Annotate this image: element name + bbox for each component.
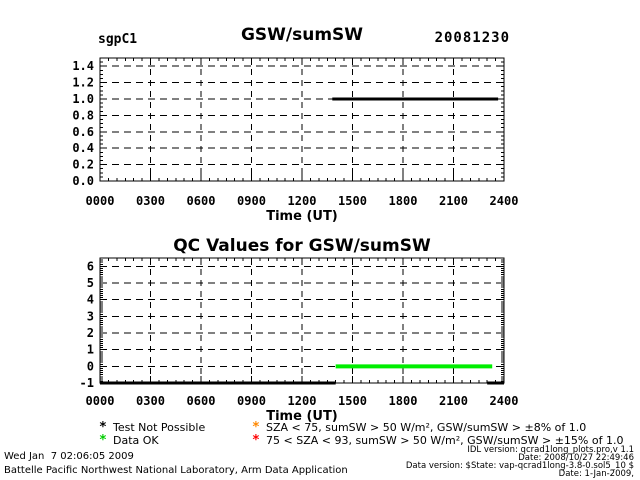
svg-text:Time (UT): Time (UT)	[266, 209, 338, 224]
data-version-line: Data version: $State: vap-qcrad1long-3.8…	[405, 461, 634, 471]
svg-text:0300: 0300	[136, 194, 165, 208]
svg-text:0.2: 0.2	[72, 158, 94, 172]
asterisk-marker-icon: *	[252, 433, 260, 448]
svg-text:1500: 1500	[338, 194, 367, 208]
svg-text:Time (UT): Time (UT)	[266, 409, 338, 424]
legend-item-sza-75-93: * 75 < SZA < 93, sumSW > 50 W/m², GSW/sum…	[252, 433, 623, 448]
version-info-block: IDL version: qcrad1long_plots.pro,v 1.1 D…	[405, 445, 634, 479]
svg-text:4: 4	[87, 293, 94, 307]
asterisk-marker-icon: *	[99, 433, 107, 448]
legend-label: Test Not Possible	[113, 421, 206, 434]
legend-label: Data OK	[113, 434, 159, 447]
site-label: sgpC1	[98, 32, 138, 47]
svg-text:3: 3	[87, 309, 94, 323]
svg-text:0900: 0900	[237, 194, 266, 208]
svg-text:1500: 1500	[338, 394, 367, 408]
svg-text:1.0: 1.0	[72, 92, 94, 106]
legend-item-test-not-possible: * Test Not Possible	[99, 420, 205, 435]
svg-text:2400: 2400	[490, 394, 519, 408]
qc-plot-title: QC Values for GSW/sumSW	[173, 236, 431, 256]
svg-text:0600: 0600	[187, 194, 216, 208]
svg-text:2100: 2100	[439, 194, 468, 208]
data-date-line: Date: 1-Jan-2009,	[558, 469, 634, 479]
svg-text:1200: 1200	[288, 194, 317, 208]
svg-text:0600: 0600	[187, 394, 216, 408]
svg-text:0900: 0900	[237, 394, 266, 408]
svg-text:-1: -1	[80, 376, 94, 390]
idl-version-line: IDL version: qcrad1long_plots.pro,v 1.1	[467, 445, 634, 455]
svg-text:2: 2	[87, 326, 94, 340]
svg-text:0000: 0000	[86, 194, 115, 208]
legend-item-data-ok: * Data OK	[99, 433, 159, 448]
svg-text:0: 0	[87, 359, 94, 373]
laboratory-label: Battelle Pacific Northwest National Labo…	[4, 465, 348, 476]
idl-date-line: Date: 2008/10/27 22:49:46	[518, 453, 634, 463]
legend-label: 75 < SZA < 93, sumSW > 50 W/m², GSW/sumS…	[266, 434, 624, 447]
svg-text:0300: 0300	[136, 394, 165, 408]
svg-text:0.8: 0.8	[72, 108, 94, 122]
svg-text:0.6: 0.6	[72, 125, 94, 139]
svg-text:2100: 2100	[439, 394, 468, 408]
svg-text:1800: 1800	[389, 194, 418, 208]
svg-text:0.0: 0.0	[72, 174, 94, 188]
svg-text:5: 5	[87, 276, 94, 290]
svg-text:0.4: 0.4	[72, 141, 94, 155]
svg-text:1200: 1200	[288, 394, 317, 408]
legend-item-sza-lt-75: * SZA < 75, sumSW > 50 W/m², GSW/sumSW > …	[252, 420, 586, 435]
legend-label: SZA < 75, sumSW > 50 W/m², GSW/sumSW > ±…	[266, 421, 587, 434]
svg-text:1800: 1800	[389, 394, 418, 408]
svg-text:2400: 2400	[490, 194, 519, 208]
svg-text:1.2: 1.2	[72, 76, 94, 90]
svg-text:1.4: 1.4	[72, 59, 94, 73]
asterisk-marker-icon: *	[252, 420, 260, 435]
timestamp-label: Wed Jan 7 02:06:05 2009	[4, 451, 134, 462]
svg-text:6: 6	[87, 259, 94, 273]
svg-text:1: 1	[87, 343, 94, 357]
date-label: 20081230	[434, 30, 510, 46]
svg-text:0000: 0000	[86, 394, 115, 408]
top-plot-title: GSW/sumSW	[240, 25, 364, 45]
asterisk-marker-icon: *	[99, 420, 107, 435]
